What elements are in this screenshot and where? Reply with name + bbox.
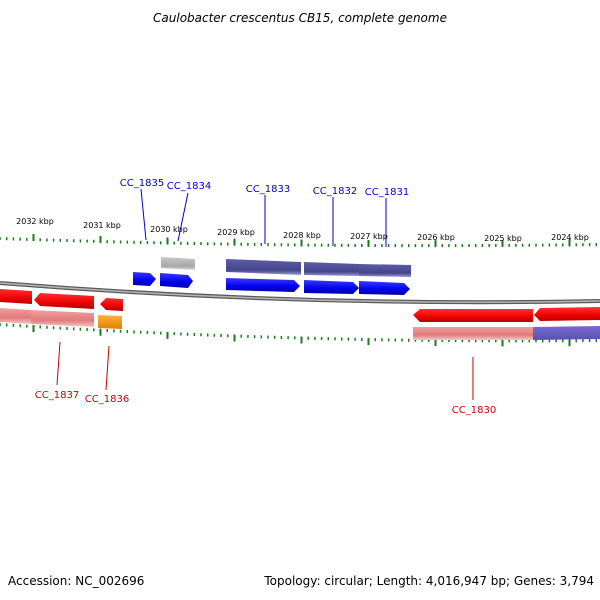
cds-right-edge[interactable]: [534, 307, 600, 321]
scale-label-2025: 2025 kbp: [484, 234, 522, 243]
feature-cc1834-gray[interactable]: [161, 257, 195, 270]
leader-cc1836: [105, 345, 110, 391]
cds-cc1831[interactable]: [359, 281, 410, 295]
cds-cc1835[interactable]: [133, 272, 156, 286]
cds-cc1834[interactable]: [160, 273, 193, 288]
leader-cc1835: [140, 188, 147, 241]
feature-left-edge-track[interactable]: [0, 308, 31, 324]
label-leaders: [56, 188, 474, 400]
gene-label-cc1834[interactable]: CC_1834: [167, 181, 211, 192]
map-title: Caulobacter crescentus CB15, complete ge…: [153, 11, 447, 25]
cds-cc1830[interactable]: [413, 309, 533, 322]
reverse-feature-track: [0, 308, 600, 340]
gene-label-cc1835[interactable]: CC_1835: [120, 178, 164, 189]
scale-label-2024: 2024 kbp: [551, 233, 589, 242]
feature-cc1833-track[interactable]: [226, 259, 301, 275]
scale-ticks-upper: [0, 234, 598, 248]
scale-label-2031: 2031 kbp: [83, 221, 121, 230]
accession-label: Accession: NC_002696: [8, 574, 145, 588]
cds-cc1833[interactable]: [226, 278, 300, 292]
gene-label-cc1833[interactable]: CC_1833: [246, 184, 290, 195]
forward-cds-track: [133, 272, 410, 295]
gene-label-cc1832[interactable]: CC_1832: [313, 186, 357, 197]
gene-label-cc1830[interactable]: CC_1830: [452, 405, 496, 416]
feature-cc1830-track[interactable]: [413, 327, 533, 340]
feature-cc1836-rna[interactable]: [98, 315, 122, 329]
gene-label-cc1831[interactable]: CC_1831: [365, 187, 409, 198]
gene-label-cc1836[interactable]: CC_1836: [85, 394, 129, 405]
scale-label-2032: 2032 kbp: [16, 217, 54, 226]
reverse-cds-track: [0, 289, 600, 322]
leader-cc1837: [56, 341, 61, 386]
feature-right-edge-track[interactable]: [533, 326, 600, 340]
feature-cc1837-track[interactable]: [31, 310, 94, 327]
cds-cc1836[interactable]: [100, 298, 123, 311]
cds-left-edge[interactable]: [0, 289, 32, 304]
cds-cc1837[interactable]: [34, 293, 94, 309]
scale-label-2026: 2026 kbp: [417, 233, 455, 242]
scale-label-2029: 2029 kbp: [217, 228, 255, 237]
scale-label-2028: 2028 kbp: [283, 231, 321, 240]
scale-label-2027: 2027 kbp: [350, 232, 388, 241]
cds-cc1832[interactable]: [304, 280, 359, 294]
scale-label-2030: 2030 kbp: [150, 225, 188, 234]
genome-backbone: [0, 281, 600, 305]
scale-labels: 2032 kbp 2031 kbp 2030 kbp 2029 kbp 2028…: [16, 217, 589, 243]
feature-cc1832-track[interactable]: [304, 262, 359, 276]
gene-label-cc1837[interactable]: CC_1837: [35, 390, 79, 401]
gene-labels: CC_1835 CC_1834 CC_1833 CC_1832 CC_1831 …: [35, 178, 496, 416]
topology-label: Topology: circular; Length: 4,016,947 bp…: [264, 574, 594, 588]
feature-cc1831-track[interactable]: [359, 264, 411, 277]
forward-feature-track: [161, 257, 411, 277]
leader-cc1834: [177, 192, 189, 242]
scale-ticks-lower: [0, 323, 598, 347]
